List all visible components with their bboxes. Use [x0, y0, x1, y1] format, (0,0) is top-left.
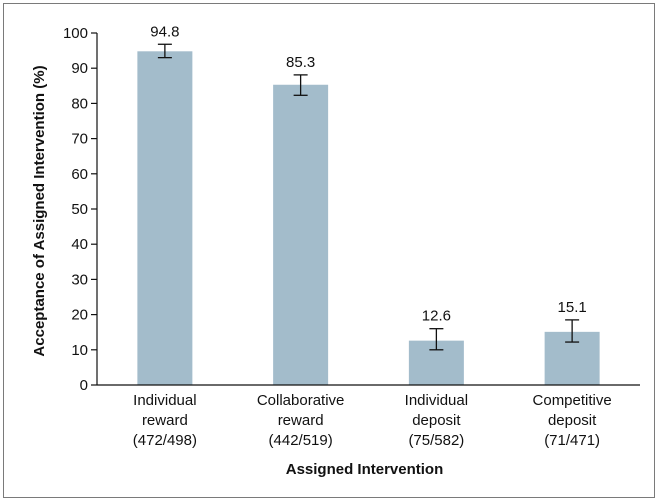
bar-value-label: 85.3	[286, 54, 315, 71]
bar	[137, 51, 193, 385]
bar	[273, 84, 329, 385]
y-tick-label: 50	[71, 201, 88, 218]
y-tick-label: 40	[71, 236, 88, 253]
x-category-label: (442/519)	[269, 432, 333, 449]
x-category-label: (472/498)	[133, 432, 197, 449]
x-category-label: (71/471)	[544, 432, 600, 449]
y-tick-label: 100	[63, 25, 88, 42]
error-bar	[565, 319, 580, 343]
bar-value-label: 94.8	[150, 23, 179, 40]
error-bar	[429, 328, 444, 351]
x-category-label: (75/582)	[408, 432, 464, 449]
x-axis-title: Assigned Intervention	[286, 461, 444, 478]
x-category-label: reward	[142, 412, 188, 429]
bar-value-label: 12.6	[422, 308, 451, 325]
chart-frame	[3, 3, 655, 498]
x-category-label: deposit	[412, 412, 461, 429]
x-category-label: deposit	[548, 412, 597, 429]
error-bar	[157, 43, 172, 59]
y-tick-label: 10	[71, 342, 88, 359]
error-bar	[293, 74, 308, 96]
x-category-label: Individual	[133, 392, 196, 409]
y-tick-label: 20	[71, 307, 88, 324]
y-tick-label: 30	[71, 271, 88, 288]
y-tick-label: 90	[71, 60, 88, 77]
x-category-label: Competitive	[533, 392, 612, 409]
bar-value-label: 15.1	[558, 299, 587, 316]
y-tick-label: 70	[71, 131, 88, 148]
y-axis-title: Acceptance of Assigned Intervention (%)	[31, 65, 48, 356]
x-category-label: reward	[278, 412, 324, 429]
y-tick-label: 60	[71, 166, 88, 183]
x-category-label: Individual	[405, 392, 468, 409]
x-category-label: Collaborative	[257, 392, 345, 409]
y-tick-label: 0	[80, 377, 88, 394]
y-tick-label: 80	[71, 95, 88, 112]
